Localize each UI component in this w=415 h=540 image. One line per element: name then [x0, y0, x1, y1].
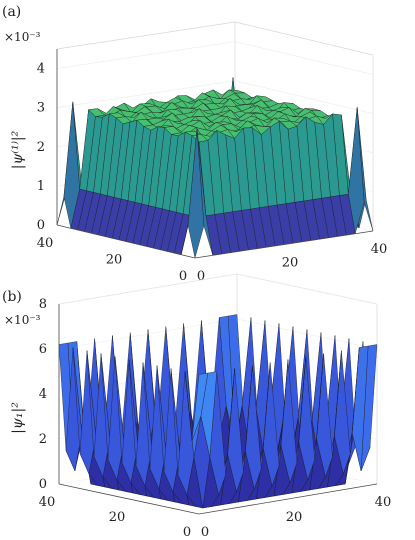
panel-a-z-axis-label: |ψ⁽¹⁾|²: [10, 130, 26, 169]
panel-b-scale-label: ×10⁻³: [4, 313, 41, 327]
x-tick-label-0: 0: [201, 525, 209, 540]
x-tick-label-0: 0: [197, 269, 205, 284]
z-tick-label-0: 0: [39, 477, 47, 492]
panel-a-label: (a): [2, 4, 21, 20]
panel-b-label: (b): [2, 289, 22, 305]
z-tick-label-4: 4: [37, 62, 45, 77]
z-grid-line-4: [58, 273, 378, 305]
panel-b-z-axis-label: |ψ₁|²: [10, 402, 26, 434]
y-tick-label-2: 40: [39, 495, 56, 510]
x-axis-line: [194, 230, 374, 259]
y-axis-line: [56, 224, 196, 259]
z-tick-label-3: 6: [39, 342, 47, 357]
x-tick-label-1: 20: [286, 510, 303, 525]
z-tick-label-4: 8: [39, 297, 47, 312]
box-edge-top-right: [234, 21, 374, 56]
x-tick-label-1: 20: [282, 256, 299, 271]
y-tick-label-1: 20: [109, 510, 126, 525]
y-tick-label-0: 0: [183, 525, 191, 540]
y-tick-label-2: 40: [37, 236, 54, 251]
panel-a-surface: [56, 77, 374, 259]
surface-patch: [187, 128, 205, 259]
surface-patch: [191, 372, 209, 441]
panel-b: (b) ×10⁻³ |ψ₁|² 0 2 4 6 8 0 20 40 0 20 40: [2, 273, 392, 540]
z-grid-line-3: [56, 80, 374, 114]
panel-b-ticks: 0 2 4 6 8 0 20 40 0 20 40: [39, 297, 392, 540]
z-tick-label-2: 2: [37, 140, 45, 155]
panel-a-scale-label: ×10⁻³: [4, 30, 41, 44]
box-edge-top-left: [56, 21, 236, 50]
z-tick-label-1: 2: [39, 432, 47, 447]
panel-b-surface: [58, 314, 378, 509]
z-tick-label-0: 0: [37, 218, 45, 233]
z-tick-label-3: 3: [37, 101, 45, 116]
y-tick-label-0: 0: [179, 269, 187, 284]
x-tick-label-2: 40: [371, 242, 388, 257]
y-tick-label-1: 20: [106, 253, 123, 268]
x-axis-line: [198, 483, 378, 515]
y-axis-line: [58, 483, 200, 515]
z-tick-label-1: 1: [37, 179, 45, 194]
x-tick-label-2: 40: [375, 495, 392, 510]
z-tick-label-2: 4: [39, 387, 47, 402]
z-grid-line-4: [56, 41, 374, 75]
